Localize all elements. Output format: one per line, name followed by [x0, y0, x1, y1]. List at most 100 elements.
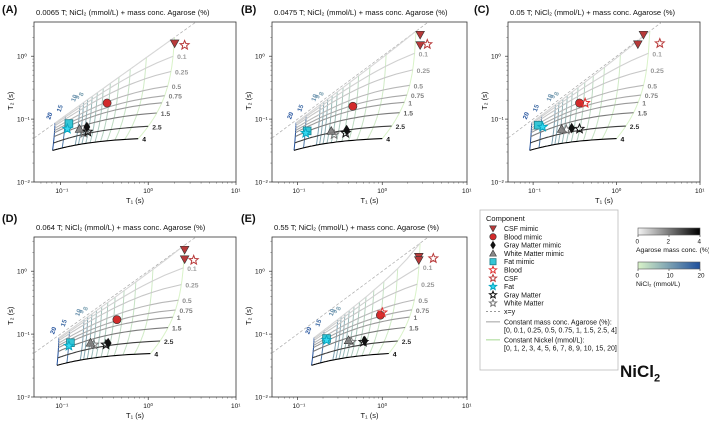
agarose-curve-label: 0.5 [418, 298, 428, 305]
chart-panel-c: (C) 0.05 T; NiCl₂ (mmol/L) + mass conc. A… [474, 4, 705, 205]
agarose-curve-label: 0.75 [645, 93, 658, 100]
nickel-curve [326, 95, 333, 144]
y-axis-label: T₂ (s) [244, 91, 253, 110]
chart-panel-e: (E) 0.55 T; NiCl₂ (mmol/L) + mass conc. A… [241, 213, 472, 420]
y-tick-label: 10⁻² [255, 395, 269, 402]
point-gray-matter [82, 125, 94, 137]
point-fat [536, 120, 549, 132]
point-csf [653, 37, 666, 49]
nickel-curve [52, 122, 56, 151]
nickel-curve-label: 10 [70, 93, 79, 102]
plot-area [271, 21, 468, 183]
nickel-curve [319, 101, 325, 145]
nickel-curve-label: 9 [314, 94, 322, 100]
nickel-curve [56, 337, 60, 366]
nickel-curve [381, 31, 417, 139]
x-tick-label: 10⁻¹ [55, 188, 69, 195]
nickel-curve [79, 319, 85, 361]
agarose-curve-label: 1 [413, 315, 417, 322]
panel-title: 0.064 T; NiCl₂ (mmol/L) + mass conc. Aga… [36, 223, 206, 232]
point-white-matter [345, 335, 357, 347]
nickel-curve [582, 75, 594, 141]
agarose-curve-label: 0.1 [652, 51, 662, 58]
star-icon [488, 264, 498, 275]
point-fat [63, 339, 75, 351]
x-axis-label: T₁ (s) [126, 411, 144, 420]
point-blood-mimic [575, 98, 584, 108]
nickel-curve-label: 8 [78, 91, 86, 97]
nickel-curve [590, 67, 605, 141]
nickel-curve-label: 20 [522, 111, 531, 120]
legend-item: x=y [486, 309, 516, 316]
legend-item: Gray Matter [488, 289, 542, 299]
y-tick-label: 10⁰ [255, 268, 265, 276]
y-tick-label: 10⁻² [491, 180, 505, 187]
point-blood [376, 306, 389, 318]
agarose-curve-label: 2.5 [164, 339, 174, 346]
agarose-curve [52, 138, 139, 151]
x-tick-label: 10⁰ [612, 187, 622, 195]
legend-item: Blood mimic [489, 233, 543, 241]
x-tick-label: 10⁻¹ [293, 188, 307, 195]
star-icon [488, 298, 498, 308]
agarose-curve [58, 284, 182, 341]
y-tick-label: 10⁻¹ [255, 332, 269, 339]
agarose-curve-label: 0.1 [423, 265, 433, 272]
point-csf-mimic [415, 41, 425, 51]
agarose-curve [54, 70, 172, 127]
nickel-curve [137, 37, 176, 140]
plot-area [33, 236, 237, 398]
nickel-curve [114, 69, 131, 141]
y-tick-label: 10⁻² [255, 180, 269, 187]
point-blood-mimic [112, 315, 122, 325]
y-tick-label: 10⁰ [255, 53, 265, 61]
y-tick-label: 10⁻¹ [491, 117, 505, 124]
nickel-lines-values: [0, 1, 2, 3, 4, 5, 6, 7, 8, 9, 10, 15, 2… [504, 345, 617, 352]
agarose-curve [54, 85, 168, 129]
x-tick-label: 10⁻¹ [293, 403, 307, 410]
x-tick-label: 10¹ [462, 188, 472, 195]
star-icon [488, 281, 498, 291]
colorbar-tick-label: 10 [667, 273, 675, 280]
agarose-curve-label: 0.25 [175, 70, 188, 77]
nickel-curve-label: 9 [78, 308, 86, 314]
nickel-curve [554, 101, 560, 145]
x-tick-label: 10⁰ [143, 402, 153, 410]
nickel-curve [106, 77, 120, 141]
colorbar-tick-label: 0 [636, 239, 640, 246]
agarose-curve [313, 283, 418, 341]
chart-panel-a: (A) 0.0065 T; NiCl₂ (mmol/L) + mass conc.… [2, 4, 241, 205]
nickel-curve-label: 10 [74, 308, 83, 317]
nickel-curve [124, 57, 147, 140]
nickel-curve-label: 15 [56, 104, 65, 113]
x-axis-label: T₁ (s) [361, 196, 379, 205]
identity-line [34, 237, 197, 354]
nickel-lines-label: Constant Nickel (mmol/L): [504, 337, 585, 344]
nickel-curve [322, 99, 329, 144]
nickel-curve [561, 95, 568, 144]
nickel-curve [100, 302, 109, 358]
nickel-curve [601, 54, 621, 140]
point-blood-mimic [348, 101, 358, 111]
agarose-curve-label: 0.75 [411, 93, 424, 100]
chart-panel-b: (B) 0.0475 T; NiCl₂ (mmol/L) + mass conc.… [241, 4, 472, 205]
nickel-curve [570, 87, 579, 143]
nickel-curve [315, 104, 321, 146]
square-icon [489, 258, 497, 266]
agarose-curve-label: 1.5 [638, 111, 648, 118]
agarose-curve-label: 0.5 [414, 83, 424, 90]
agarose-curve-label: 0.25 [417, 68, 430, 75]
legend-item-label: CSF [504, 276, 518, 283]
legend-item-label: Gray Matter mimic [504, 243, 562, 250]
x-tick-label: 10¹ [231, 403, 241, 410]
colorbar-bar [637, 261, 701, 270]
agarose-curve [56, 353, 151, 366]
agarose-curve [531, 52, 649, 125]
diamond-icon [490, 240, 496, 250]
agarose-curve [295, 112, 400, 138]
panel-title: 0.55 T; NiCl₂ (mmol/L) + mass conc. Agar… [274, 223, 440, 232]
agarose-curve-label: 0.75 [416, 308, 429, 315]
x-tick-label: 10¹ [462, 403, 472, 410]
legend-item-label: x=y [504, 309, 516, 316]
